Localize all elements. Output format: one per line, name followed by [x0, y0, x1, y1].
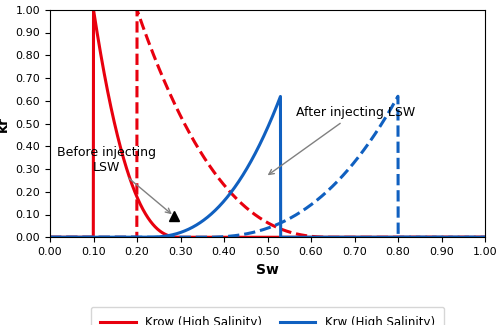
- Krw (low Salinity): [47, 235, 53, 239]
- Krow (Low Salinity): [247, 209, 253, 213]
- Krw (High Salinity): [47, 235, 53, 239]
- Y-axis label: kr: kr: [0, 115, 10, 132]
- Krow (Low Salinity): [390, 235, 396, 239]
- Krw (low Salinity): [69, 235, 75, 239]
- X-axis label: Sw: Sw: [256, 263, 279, 277]
- Krow (Low Salinity): [470, 235, 476, 239]
- Krow (Low Salinity): [258, 217, 264, 221]
- Krow (High Salinity): [258, 235, 264, 239]
- Krow (High Salinity): [390, 235, 396, 239]
- Krw (High Salinity): [258, 139, 264, 143]
- Krw (High Salinity): [247, 161, 253, 165]
- Line: Krw (low Salinity): Krw (low Salinity): [50, 96, 485, 237]
- Krow (High Salinity): [47, 235, 53, 239]
- Krw (low Salinity): [390, 104, 396, 108]
- Krw (low Salinity): [247, 231, 253, 235]
- Krw (High Salinity): [470, 235, 476, 239]
- Text: Before injecting
LSW: Before injecting LSW: [57, 146, 170, 213]
- Krow (High Salinity): [90, 8, 96, 12]
- Krow (Low Salinity): [47, 235, 53, 239]
- Legend: Krow (High Salinity), Krow (Low Salinity), Krw (High Salinity), Krw (low Salinit: Krow (High Salinity), Krow (Low Salinity…: [91, 307, 444, 325]
- Line: Krow (Low Salinity): Krow (Low Salinity): [50, 10, 485, 237]
- Krw (low Salinity): [470, 235, 476, 239]
- Krow (Low Salinity): [69, 235, 75, 239]
- Krow (High Salinity): [247, 235, 253, 239]
- Krw (low Salinity): [395, 94, 401, 98]
- Krow (Low Salinity): [482, 235, 488, 239]
- Krow (High Salinity): [470, 235, 476, 239]
- Krow (Low Salinity): [470, 235, 476, 239]
- Krw (High Salinity): [470, 235, 476, 239]
- Krw (High Salinity): [278, 95, 283, 98]
- Text: After injecting LSW: After injecting LSW: [269, 106, 415, 175]
- Krow (High Salinity): [69, 235, 75, 239]
- Krow (High Salinity): [482, 235, 488, 239]
- Krow (High Salinity): [470, 235, 476, 239]
- Krw (High Salinity): [69, 235, 75, 239]
- Line: Krow (High Salinity): Krow (High Salinity): [50, 10, 485, 237]
- Krw (High Salinity): [482, 235, 488, 239]
- Krw (low Salinity): [258, 228, 264, 232]
- Line: Krw (High Salinity): Krw (High Salinity): [50, 97, 485, 237]
- Krw (low Salinity): [482, 235, 488, 239]
- Krw (High Salinity): [390, 235, 396, 239]
- Krow (Low Salinity): [134, 8, 140, 12]
- Krw (low Salinity): [470, 235, 476, 239]
